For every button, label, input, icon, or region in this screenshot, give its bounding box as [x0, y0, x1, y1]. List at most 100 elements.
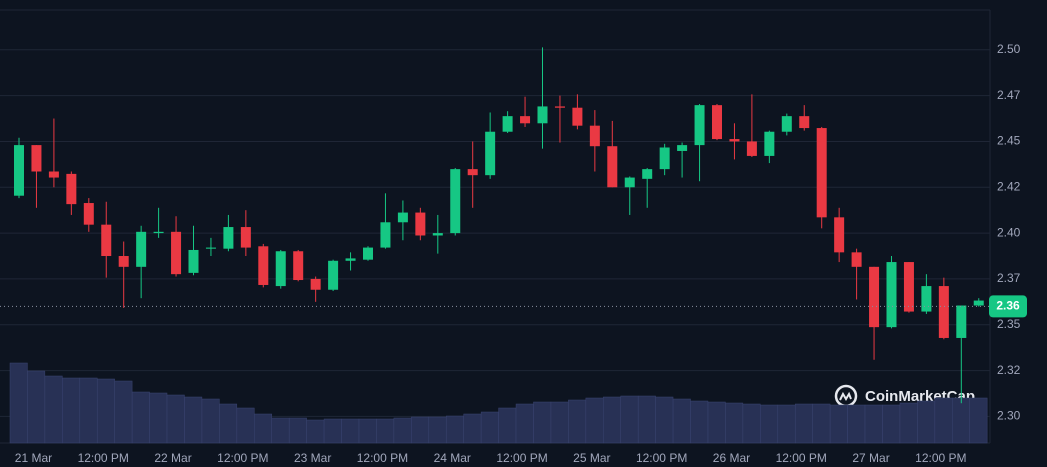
x-tick-label: 12:00 PM	[78, 451, 129, 465]
candle-body	[101, 224, 112, 257]
candle-body	[938, 286, 949, 338]
volume-bar	[131, 391, 150, 444]
volume-bar	[515, 403, 534, 444]
candle-body	[380, 222, 391, 248]
volume-bar	[707, 401, 726, 444]
volume-bar	[323, 418, 342, 444]
volume-bar	[236, 407, 255, 444]
candle-body	[781, 116, 792, 132]
candle-body	[973, 300, 984, 306]
volume-bar	[166, 394, 185, 444]
candle-body	[258, 246, 269, 285]
candle-body	[677, 145, 688, 151]
candle-body	[118, 256, 129, 267]
volume-bar	[882, 404, 901, 444]
y-tick-label: 2.42	[997, 179, 1021, 193]
volume-bar	[27, 370, 46, 444]
x-tick-label: 12:00 PM	[357, 451, 408, 465]
candle-body	[240, 227, 251, 248]
x-tick-label: 12:00 PM	[496, 451, 547, 465]
y-tick-label: 2.40	[997, 225, 1021, 239]
candle-body	[572, 107, 583, 126]
candle-body	[589, 125, 600, 147]
volume-bar	[568, 399, 587, 444]
candle-body	[188, 249, 199, 273]
candle-body	[746, 141, 757, 156]
x-tick-label: 12:00 PM	[217, 451, 268, 465]
volume-bar	[585, 397, 604, 444]
candle-body	[328, 260, 339, 290]
volume-bar	[550, 401, 569, 444]
x-tick-label: 12:00 PM	[915, 451, 966, 465]
x-tick-label: 24 Mar	[434, 451, 471, 465]
volume-bar	[603, 396, 621, 444]
volume-bar	[952, 397, 970, 444]
candle-body	[520, 116, 531, 124]
candle-body	[764, 131, 775, 156]
current-price-label: 2.36	[996, 299, 1020, 313]
candle-body	[712, 105, 722, 140]
volume-bar	[480, 411, 499, 444]
logo-mark	[839, 391, 852, 401]
volume-bar	[62, 377, 80, 444]
candle-body	[83, 203, 94, 225]
candle-body	[816, 128, 827, 218]
volume-bar	[742, 403, 761, 444]
candle-body	[310, 278, 321, 290]
volume-bar	[864, 404, 883, 444]
current-price-badge	[989, 295, 1027, 318]
x-tick-label: 22 Mar	[154, 451, 191, 465]
volume-bar	[847, 404, 866, 444]
x-tick-label: 25 Mar	[573, 451, 610, 465]
volume-bar	[306, 419, 325, 444]
volume-bar	[446, 415, 464, 444]
volume-bar	[219, 403, 238, 444]
candle-body	[205, 247, 216, 249]
candle-body	[345, 258, 356, 261]
volume-bar	[829, 404, 848, 444]
candle-body	[956, 305, 967, 338]
volume-bar	[97, 378, 115, 444]
candle-body	[14, 145, 24, 196]
candle-body	[432, 233, 443, 236]
volume-bar	[9, 362, 28, 444]
candle-body	[921, 286, 932, 312]
candle-body	[851, 252, 862, 267]
x-tick-label: 12:00 PM	[776, 451, 827, 465]
volume-bar	[411, 416, 430, 444]
volume-bar	[376, 418, 395, 444]
x-tick-label: 23 Mar	[294, 451, 331, 465]
candle-body	[729, 139, 740, 142]
volume-bar	[44, 375, 63, 444]
y-tick-label: 2.30	[997, 409, 1021, 423]
candle-body	[136, 231, 147, 267]
candle-body	[903, 262, 914, 312]
volume-bar	[899, 402, 918, 444]
volume-bar	[184, 396, 203, 444]
volume-bar	[393, 417, 412, 444]
volume-bar	[637, 395, 656, 444]
volume-bar	[358, 418, 377, 444]
logo-icon	[834, 384, 858, 408]
volume-bar	[428, 416, 447, 444]
volume-bar	[201, 398, 220, 444]
candle-body	[694, 105, 705, 146]
candle-body	[467, 169, 478, 176]
candle-body	[502, 116, 513, 132]
candle-body	[869, 266, 880, 328]
candle-body	[886, 262, 897, 328]
candle-body	[363, 247, 373, 260]
candle-body	[799, 116, 810, 129]
candle-body	[659, 147, 670, 170]
y-tick-label: 2.47	[997, 88, 1021, 102]
volume-bar	[690, 400, 709, 444]
volume-bar	[114, 380, 133, 444]
candle-body	[624, 177, 635, 188]
volume-bar	[533, 401, 552, 444]
candle-body	[66, 173, 77, 205]
volume-bar	[341, 418, 360, 444]
y-tick-label: 2.50	[997, 42, 1021, 56]
candle-body	[153, 231, 164, 234]
